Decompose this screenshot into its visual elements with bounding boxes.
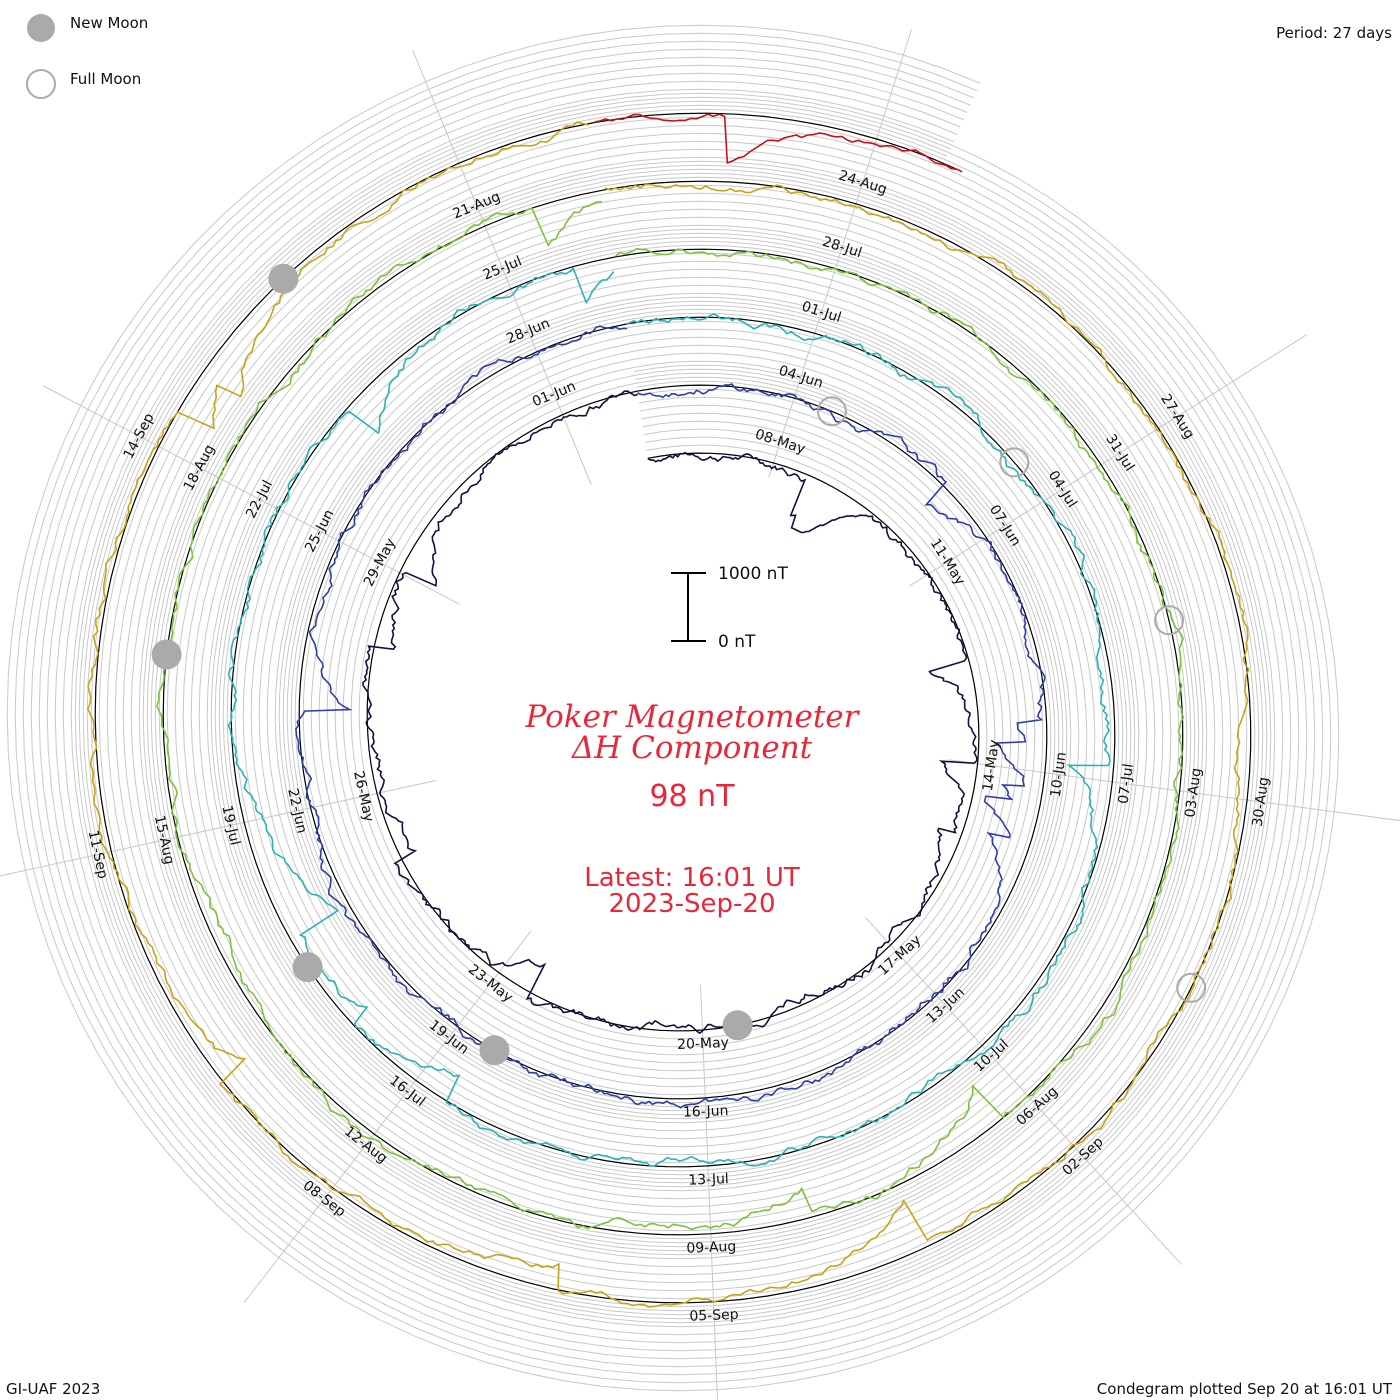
- new-moon-marker: [151, 639, 182, 670]
- series-line-revolution-5: [87, 121, 1250, 1308]
- chart-title-line2: ΔH Component: [571, 730, 813, 766]
- date-label: 14-Sep: [121, 411, 158, 462]
- date-label: 30-Aug: [1250, 776, 1273, 828]
- grid-spiral-line: [78, 96, 1268, 1320]
- full-moon-marker: [1154, 605, 1185, 636]
- current-value: 98 nT: [649, 779, 735, 814]
- center-block: Poker Magnetometer ΔH Component 98 nT La…: [525, 699, 861, 919]
- grid-spiral-line: [62, 80, 1284, 1336]
- grid-spiral-line: [54, 72, 1292, 1344]
- new-moon-marker: [722, 1010, 753, 1041]
- series-line-revolution-6: [594, 113, 963, 173]
- date-label: 13-Jul: [688, 1171, 729, 1189]
- grid-spiral-line: [70, 88, 1276, 1328]
- date-label: 07-Jul: [1116, 763, 1137, 805]
- spiral-baselines: [94, 112, 1252, 1304]
- date-label: 11-Sep: [85, 829, 111, 881]
- day-spoke: [43, 385, 460, 605]
- date-label: 26-May: [350, 769, 377, 823]
- date-label: 10-Jun: [1048, 751, 1070, 798]
- day-spoke: [864, 916, 1182, 1265]
- day-spoke: [909, 334, 1308, 587]
- date-label: 05-Sep: [689, 1307, 739, 1325]
- date-label: 16-Jun: [683, 1103, 729, 1121]
- date-label: 01-Jul: [800, 299, 843, 327]
- date-label: 23-May: [465, 962, 516, 1006]
- day-spoke: [412, 49, 592, 485]
- date-label: 22-Jun: [284, 787, 309, 835]
- day-spoke: [947, 759, 1400, 822]
- footer-plot-time: Condegram plotted Sep 20 at 16:01 UT: [1097, 1380, 1393, 1398]
- latest-time: Latest: 16:01 UT: [584, 863, 800, 893]
- date-label: 09-Aug: [686, 1239, 737, 1257]
- date-label: 17-May: [875, 932, 924, 979]
- scale-bar-bottom-label: 0 nT: [718, 632, 756, 652]
- date-label: 20-May: [677, 1035, 729, 1053]
- date-label: 14-May: [980, 739, 1003, 792]
- spiral-grid: [6, 24, 1340, 1392]
- series-line-revolution-3: [227, 267, 1111, 1167]
- day-spoke: [243, 930, 532, 1304]
- period-label: Period: 27 days: [1276, 24, 1392, 42]
- date-label: 19-Jul: [218, 804, 242, 847]
- footer-credit: GI-UAF 2023: [6, 1380, 100, 1398]
- grid-spiral-line: [22, 40, 1324, 1376]
- day-spoke: [0, 780, 437, 877]
- full-moon-legend-icon: [26, 69, 56, 99]
- series-line-revolution-2: [295, 325, 1046, 1109]
- legend: New Moon Full Moon: [26, 14, 148, 99]
- full-moon-marker: [816, 396, 847, 427]
- full-moon-marker: [999, 447, 1030, 478]
- date-label: 29-May: [361, 536, 399, 589]
- date-label: 06-Aug: [1013, 1084, 1061, 1129]
- chart-title-line1: Poker Magnetometer: [525, 699, 861, 735]
- new-moon-legend-label: New Moon: [70, 14, 148, 32]
- new-moon-marker: [292, 952, 323, 983]
- scale-bar-top-label: 1000 nT: [718, 564, 788, 584]
- new-moon-legend-icon: [27, 14, 55, 42]
- day-spoke: [700, 984, 718, 1400]
- full-moon-legend-label: Full Moon: [70, 70, 141, 88]
- scale-bar: 1000 nT 0 nT: [671, 564, 788, 652]
- grid-spiral-line: [30, 48, 1316, 1368]
- baseline-spiral: [94, 112, 1252, 1304]
- date-label: 03-Aug: [1182, 767, 1205, 819]
- series-line-revolution-4: [156, 200, 1185, 1231]
- moon-markers: [151, 263, 1207, 1066]
- grid-spiral-line: [6, 24, 1340, 1392]
- new-moon-marker: [479, 1035, 510, 1066]
- grid-spiral-line: [86, 104, 1260, 1312]
- date-label: 15-Aug: [151, 814, 177, 866]
- day-spoke: [768, 29, 912, 478]
- full-moon-marker: [1176, 972, 1207, 1003]
- date-label: 18-Aug: [181, 442, 218, 494]
- day-spokes: [0, 29, 1400, 1400]
- latest-date: 2023-Sep-20: [608, 889, 775, 919]
- grid-spiral-line: [14, 32, 1332, 1384]
- new-moon-marker: [268, 263, 299, 294]
- grid-spiral-line: [46, 64, 1300, 1352]
- data-series: [87, 113, 1250, 1308]
- date-label: 28-Jul: [820, 234, 863, 262]
